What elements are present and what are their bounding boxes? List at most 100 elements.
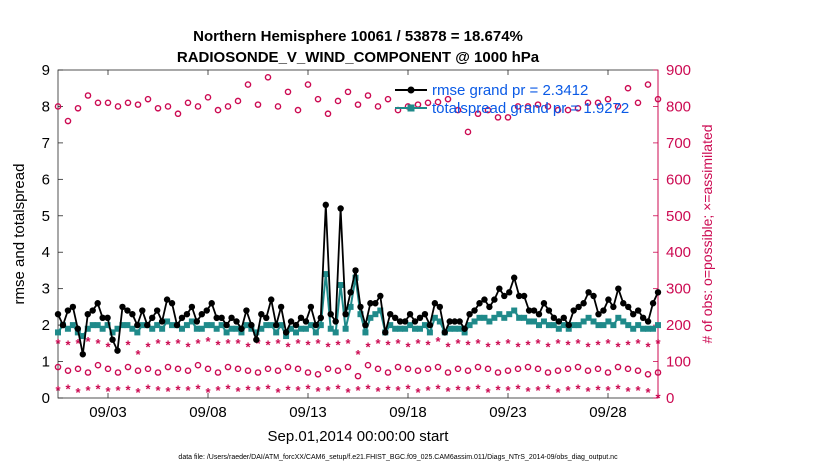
totalspread-point [362, 329, 369, 336]
obs-possible-marker [474, 363, 482, 371]
rmse-point [287, 318, 295, 325]
obs-assimilated-marker: * [355, 347, 361, 362]
totalspread-point [213, 325, 220, 332]
rmse-point [431, 300, 439, 307]
obs-assimilated-marker: * [95, 381, 101, 396]
obs-assimilated-marker: * [455, 382, 461, 397]
obs-possible-marker [464, 367, 472, 374]
obs-assimilated-marker: * [625, 384, 631, 399]
totalspread-point [466, 322, 473, 329]
obs-possible-marker [124, 363, 132, 371]
y2-tick-label: 700 [666, 135, 691, 152]
totalspread-point [461, 329, 468, 336]
obs-assimilated-marker: * [145, 381, 151, 396]
rmse-point [476, 300, 483, 307]
obs-assimilated-marker: * [205, 334, 211, 349]
totalspread-point [84, 325, 91, 332]
x-tick-label: 09/28 [589, 404, 627, 421]
totalspread-point [228, 325, 235, 332]
totalspread-point [650, 325, 657, 332]
rmse-point [501, 292, 508, 300]
obs-assimilated-marker: * [195, 336, 201, 351]
obs-possible-marker [604, 369, 612, 376]
rmse-point [387, 310, 394, 318]
totalspread-point [595, 322, 602, 329]
rmse-point [525, 307, 533, 314]
obs-assimilated-marker: * [285, 382, 291, 397]
totalspread-point [431, 314, 438, 321]
obs-assimilated-marker: * [655, 336, 661, 351]
obs-possible-marker [654, 95, 662, 103]
totalspread-point [193, 325, 200, 332]
rmse-point [203, 307, 210, 314]
rmse-point [639, 314, 647, 322]
obs-possible-marker [324, 110, 332, 118]
obs-assimilated-marker: * [205, 385, 211, 400]
rmse-point [114, 347, 121, 354]
rmse-point [396, 318, 404, 325]
obs-assimilated-marker: * [465, 383, 471, 398]
totalspread-point [94, 322, 101, 329]
totalspread-point [407, 322, 414, 329]
obs-assimilated-marker: * [475, 336, 481, 351]
obs-assimilated-marker: * [295, 383, 301, 398]
obs-possible-marker [314, 371, 322, 378]
obs-assimilated-marker: * [525, 384, 531, 399]
obs-possible-marker [124, 99, 132, 107]
obs-possible-marker [144, 365, 152, 373]
rmse-point [124, 307, 131, 314]
obs-possible-marker [594, 99, 602, 107]
obs-assimilated-marker: * [575, 381, 581, 396]
obs-assimilated-marker: * [255, 336, 261, 351]
rmse-point [615, 285, 622, 292]
totalspread-point [297, 325, 304, 332]
totalspread-point [426, 329, 433, 336]
rmse-point [307, 303, 315, 311]
totalspread-point [218, 322, 225, 329]
y-axis-left: 0 1 2 3 4 5 6 7 8 9 [42, 62, 63, 407]
rmse-point [233, 318, 240, 325]
obs-possible-marker [334, 367, 342, 374]
obs-possible-marker [434, 98, 442, 106]
x-axis-label: Sep.01,2014 00:00:00 start [268, 428, 450, 445]
rmse-point [506, 289, 513, 296]
obs-possible-marker [544, 103, 552, 110]
obs-assimilated-marker: * [385, 382, 391, 397]
obs-possible-marker [534, 365, 542, 373]
y-tick-label: 5 [42, 208, 50, 225]
obs-possible-marker [514, 103, 522, 110]
obs-possible-marker [214, 369, 222, 376]
rmse-point [377, 292, 384, 300]
obs-possible-marker [294, 106, 302, 114]
totalspread-point [307, 322, 314, 329]
obs-possible-marker [564, 106, 572, 114]
obs-possible-marker [574, 363, 582, 371]
obs-possible-marker [244, 81, 252, 88]
totalspread-point [164, 318, 171, 325]
rmse-point [466, 310, 473, 318]
obs-assimilated-marker: * [85, 334, 91, 349]
legend-spread-label: totalspread grand pr = 1.9272 [432, 100, 629, 117]
obs-assimilated-marker: * [335, 381, 341, 396]
y2-tick-label: 0 [666, 390, 674, 407]
rmse-point [248, 321, 255, 329]
totalspread-point [640, 325, 647, 332]
obs-assimilated-marker: * [65, 338, 71, 353]
totalspread-point [655, 322, 661, 329]
obs-assimilated-marker: * [95, 336, 101, 351]
rmse-point [178, 314, 186, 322]
obs-possible-marker [264, 365, 272, 373]
obs-assimilated-marker: * [555, 336, 561, 351]
obs-possible-marker [554, 367, 562, 374]
rmse-point [163, 296, 171, 303]
footer-data-file: data file: /Users/raeder/DAI/ATM_forcXX/… [178, 454, 618, 461]
obs-assimilated-marker: * [515, 381, 521, 396]
rmse-point [545, 307, 553, 314]
obs-possible-marker [484, 365, 492, 373]
totalspread-point [114, 325, 121, 332]
plot-area [57, 69, 659, 399]
y2-axis-label: # of obs: o=possible; ×=assimilated [699, 124, 715, 343]
rmse-point [372, 300, 379, 307]
obs-possible-marker [134, 367, 142, 374]
totalspread-point [531, 318, 538, 325]
